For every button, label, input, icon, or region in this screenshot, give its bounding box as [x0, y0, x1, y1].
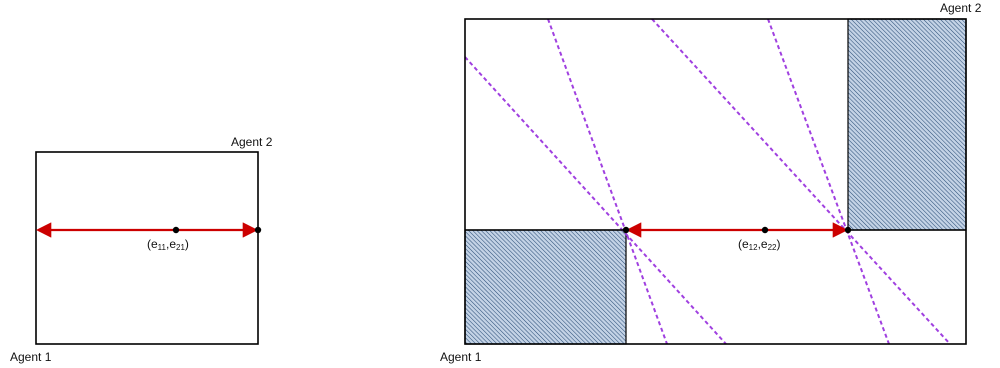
right-agent1-label: Agent 1: [440, 350, 482, 364]
left-edge-point: [254, 226, 262, 234]
dashed-line: [547, 18, 668, 345]
dashed-budget-lines: [464, 18, 951, 345]
right-right-corner-point: [844, 226, 852, 234]
left-endowment-label: (e11,e21): [147, 237, 189, 252]
left-agent2-label: Agent 2: [231, 135, 273, 149]
right-edgeworth-box: (e12,e22) Agent 1 Agent 2: [440, 1, 982, 364]
upper-right-hatched-region: [847, 18, 967, 231]
right-endowment-point: [761, 226, 769, 234]
left-agent1-label: Agent 1: [10, 350, 52, 364]
dashed-line: [464, 56, 727, 345]
right-box-frame: [464, 18, 967, 345]
right-agent2-label: Agent 2: [940, 1, 982, 15]
left-endowment-point: [172, 226, 180, 234]
right-left-corner-point: [622, 226, 630, 234]
lower-left-hatched-region: [464, 229, 627, 345]
left-box-frame: [35, 151, 259, 345]
dashed-line: [651, 18, 951, 345]
right-endowment-label: (e12,e22): [738, 237, 781, 252]
left-edgeworth-box: (e11,e21) Agent 1 Agent 2: [10, 135, 273, 364]
dashed-line: [767, 18, 890, 345]
